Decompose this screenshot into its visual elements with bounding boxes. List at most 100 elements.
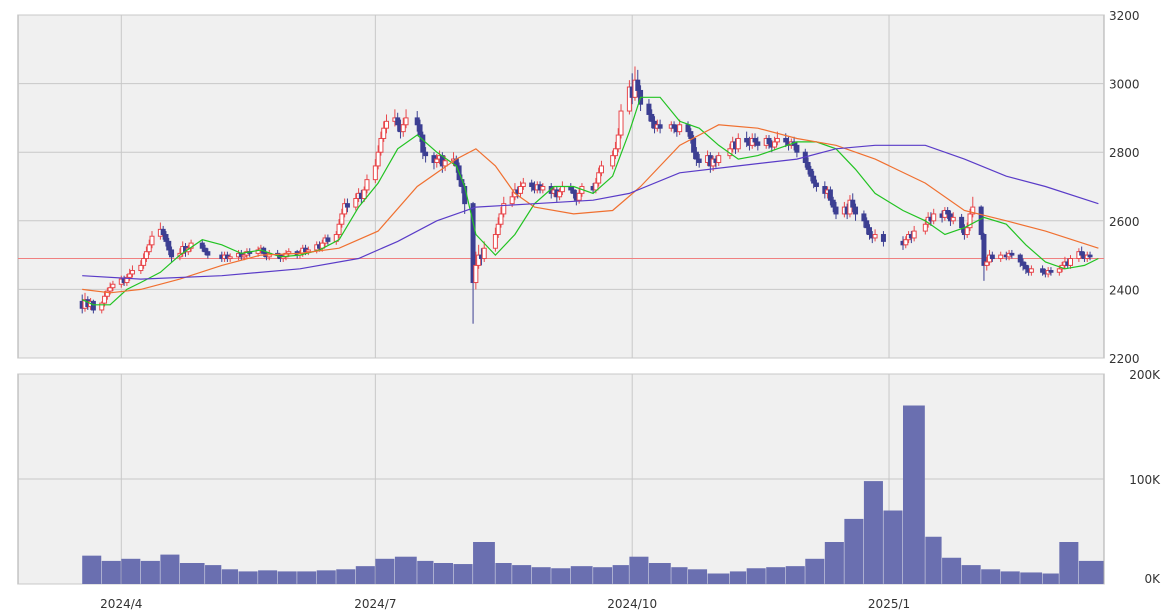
candle-body <box>1023 264 1029 270</box>
candle <box>571 186 577 199</box>
volume-bar <box>297 571 317 584</box>
candle-body <box>970 206 976 215</box>
candle-body <box>375 151 381 167</box>
candle-body <box>657 124 663 129</box>
candle-body <box>403 117 409 126</box>
candle-body <box>227 256 233 260</box>
candle-body <box>827 189 833 201</box>
volume-bar <box>101 560 121 584</box>
candle <box>344 198 350 213</box>
volume-bar <box>179 563 205 584</box>
volume-bar <box>473 542 495 584</box>
candle <box>964 222 970 238</box>
volume-bar <box>824 542 844 584</box>
candle-body <box>1017 254 1023 263</box>
candle-body <box>671 124 677 129</box>
candle-body <box>612 148 618 157</box>
candle <box>529 179 535 192</box>
volume-bar <box>671 567 688 584</box>
candle-body <box>141 258 147 266</box>
candle <box>381 121 387 142</box>
candle-body <box>364 179 370 191</box>
candle <box>325 234 331 245</box>
candle <box>880 231 886 247</box>
candle-body <box>677 124 683 133</box>
candle-body <box>693 151 699 160</box>
candle <box>434 153 440 168</box>
volume-bar <box>570 566 593 584</box>
candle <box>202 244 208 256</box>
candle <box>1009 249 1015 259</box>
candle <box>227 253 233 262</box>
candle <box>403 109 409 129</box>
candle-body <box>381 127 387 139</box>
candle <box>1020 258 1026 271</box>
candle <box>372 159 378 184</box>
candle-body <box>146 244 152 253</box>
volume-bar <box>766 567 786 584</box>
candle <box>970 196 976 218</box>
candle-body <box>1056 268 1062 273</box>
candle-body <box>417 124 423 136</box>
candle-body <box>104 290 110 297</box>
candle-body <box>160 228 166 236</box>
candle-body <box>423 151 429 157</box>
candle <box>766 135 772 149</box>
date-x-axis: 2024/4 2024/7 2024/10 2025/1 <box>100 597 910 611</box>
volume-bar <box>258 570 278 584</box>
volume-bar <box>355 566 375 584</box>
candle <box>199 239 205 252</box>
price-y-axis: 2200 2400 2600 2800 3000 3200 <box>1109 9 1140 366</box>
candle <box>635 69 641 98</box>
candle <box>124 273 130 286</box>
candle <box>1067 255 1073 269</box>
candle <box>1048 267 1054 276</box>
price-tick-label: 2600 <box>1109 215 1140 229</box>
volume-bar <box>531 567 551 584</box>
volume-bar <box>902 405 925 584</box>
price-grid <box>18 14 1104 359</box>
candle <box>339 208 345 228</box>
candle-body <box>981 234 987 266</box>
candle <box>696 153 702 168</box>
date-tick-label: 2024/10 <box>607 597 657 611</box>
candle-body <box>372 165 378 181</box>
volume-bar <box>1042 573 1059 584</box>
volume-bar <box>121 558 141 584</box>
candle <box>598 160 604 177</box>
candle <box>830 196 836 213</box>
candle <box>978 205 984 240</box>
candle <box>677 119 683 136</box>
candle <box>794 141 800 158</box>
candle-body <box>571 189 577 194</box>
date-tick-label: 2025/1 <box>868 597 910 611</box>
price-tick-label: 3200 <box>1109 9 1140 23</box>
candle <box>752 133 758 148</box>
volume-bar <box>433 563 454 584</box>
volume-bar <box>648 563 671 584</box>
candle-body <box>911 230 917 239</box>
candle <box>160 225 166 240</box>
candle <box>1017 253 1023 268</box>
candle <box>557 188 563 201</box>
candle-body <box>984 261 990 266</box>
candle-body <box>540 186 546 191</box>
candle <box>1079 246 1085 259</box>
candle-body <box>833 206 839 215</box>
volume-bar <box>160 554 180 584</box>
candle-body <box>978 206 984 236</box>
candle <box>850 193 856 213</box>
candle-body <box>794 144 800 153</box>
candle <box>872 229 878 242</box>
candle <box>649 109 655 129</box>
candle-body <box>1087 254 1093 258</box>
candle-body <box>755 141 761 146</box>
volume-tick-label: 200K <box>1129 368 1161 382</box>
volume-bar <box>277 571 297 584</box>
candle <box>833 201 839 220</box>
candle-body <box>626 86 632 112</box>
ma-long-line <box>82 144 1099 280</box>
volume-bar <box>593 567 613 584</box>
candle-body <box>783 137 789 143</box>
candle-body <box>950 216 956 222</box>
